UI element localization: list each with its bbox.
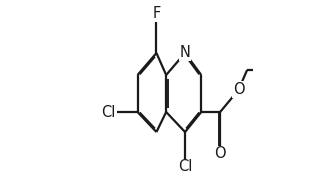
Text: Cl: Cl [178, 159, 192, 174]
Text: N: N [180, 45, 191, 60]
Text: F: F [152, 6, 161, 21]
Text: O: O [214, 146, 226, 161]
Text: Cl: Cl [101, 104, 116, 119]
Text: O: O [233, 82, 245, 97]
